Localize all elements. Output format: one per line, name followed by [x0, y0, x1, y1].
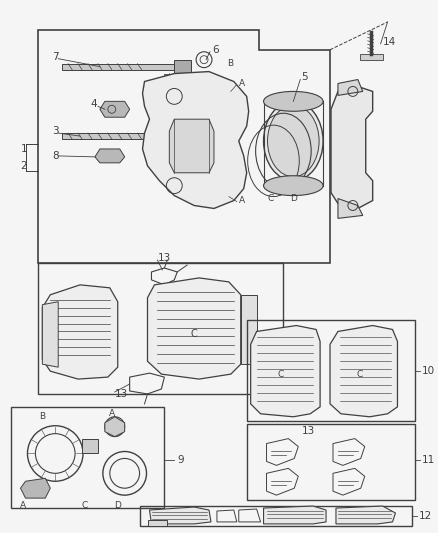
Text: B: B — [39, 413, 46, 421]
Polygon shape — [330, 326, 397, 417]
Polygon shape — [105, 417, 125, 437]
Bar — [39, 263, 283, 394]
Polygon shape — [100, 101, 130, 117]
Text: 12: 12 — [419, 511, 433, 521]
Text: 13: 13 — [302, 426, 315, 435]
Text: C: C — [357, 369, 363, 378]
Ellipse shape — [268, 106, 319, 177]
Polygon shape — [149, 507, 211, 524]
Text: B: B — [227, 59, 233, 68]
Text: 5: 5 — [301, 71, 308, 82]
Text: C: C — [191, 329, 198, 340]
Text: C: C — [277, 369, 283, 378]
Polygon shape — [360, 54, 382, 60]
Text: D: D — [114, 500, 121, 510]
Polygon shape — [95, 149, 125, 163]
Text: 9: 9 — [177, 455, 184, 465]
Polygon shape — [338, 199, 363, 219]
Polygon shape — [142, 71, 249, 208]
Text: A: A — [109, 409, 115, 418]
Polygon shape — [264, 506, 326, 524]
Bar — [11, 407, 164, 508]
Polygon shape — [148, 278, 241, 379]
Polygon shape — [42, 285, 118, 379]
Polygon shape — [336, 506, 396, 524]
Polygon shape — [148, 520, 167, 526]
Text: A: A — [239, 79, 245, 88]
Polygon shape — [164, 74, 204, 79]
Text: 7: 7 — [52, 52, 59, 62]
Text: C: C — [82, 500, 88, 510]
Polygon shape — [338, 79, 363, 95]
Text: 8: 8 — [52, 151, 59, 161]
Ellipse shape — [264, 101, 323, 181]
Bar — [140, 506, 412, 526]
Text: 4: 4 — [90, 99, 97, 109]
Text: 3: 3 — [52, 126, 59, 136]
Text: 13: 13 — [157, 253, 171, 263]
Text: 2: 2 — [21, 161, 27, 171]
Text: 14: 14 — [382, 37, 396, 47]
Bar — [247, 424, 415, 500]
Polygon shape — [241, 295, 257, 364]
Text: 13: 13 — [115, 389, 128, 399]
Polygon shape — [331, 86, 373, 208]
Ellipse shape — [264, 176, 323, 196]
Text: A: A — [19, 500, 25, 510]
Polygon shape — [82, 439, 98, 454]
Ellipse shape — [264, 92, 323, 111]
Polygon shape — [42, 302, 58, 367]
Polygon shape — [62, 63, 174, 70]
Text: C: C — [267, 194, 274, 203]
Polygon shape — [170, 119, 214, 173]
Polygon shape — [62, 133, 174, 139]
Text: D: D — [290, 194, 297, 203]
Bar — [247, 320, 415, 421]
Text: 11: 11 — [422, 455, 435, 465]
Polygon shape — [251, 326, 320, 417]
Text: 10: 10 — [422, 366, 435, 376]
Text: 6: 6 — [212, 45, 219, 55]
Text: 1: 1 — [21, 144, 27, 154]
Polygon shape — [174, 129, 191, 143]
Text: A: A — [239, 196, 245, 205]
Polygon shape — [174, 60, 191, 74]
Polygon shape — [21, 478, 50, 498]
